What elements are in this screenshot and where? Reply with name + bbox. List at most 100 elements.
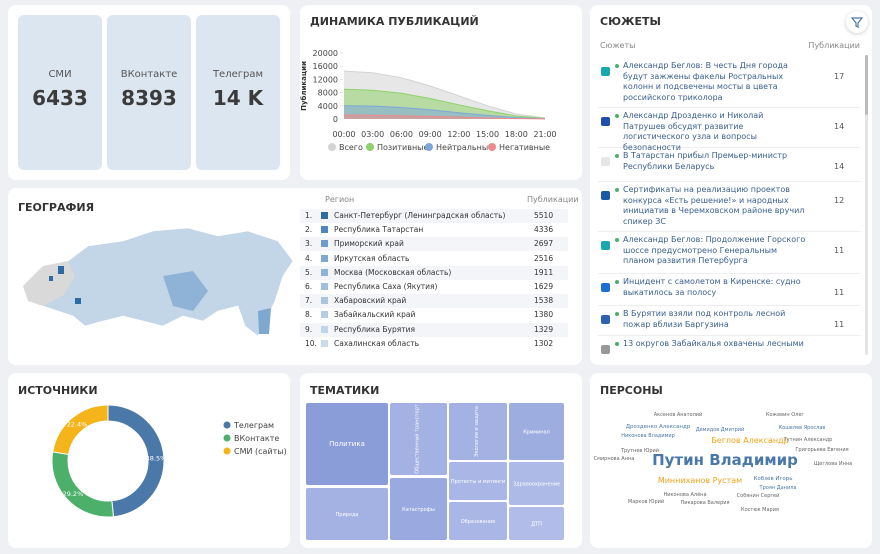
story-text: Александр Дрозденко и Николай Патрушев о… xyxy=(623,111,764,152)
region-count: 1538 xyxy=(534,296,554,306)
card-title: ТЕМАТИКИ xyxy=(310,384,380,397)
story-item[interactable]: Александр Беглов: В честь Дня города буд… xyxy=(598,61,860,108)
card-title: ГЕОГРАФИЯ xyxy=(18,201,95,214)
story-item[interactable]: В Бурятии взяли под контроль лесной пожа… xyxy=(598,309,860,336)
region-swatch xyxy=(321,240,328,248)
persons-card: ПЕРСОНЫ Путин Владимир Минниханов Рустам Б… xyxy=(590,373,872,548)
x-tick-label: 15:00 xyxy=(476,130,499,139)
table-row: 4. Иркутская область 2516 xyxy=(300,251,568,266)
topics-card: ТЕМАТИКИ Политика Природа Общественный тра… xyxy=(300,373,582,548)
person-name: Беглов Александр xyxy=(711,436,788,445)
line xyxy=(343,70,546,119)
story-text: В Бурятии взяли под контроль лесной пожа… xyxy=(623,309,786,329)
status-dot xyxy=(615,154,619,158)
status-dot xyxy=(615,188,619,192)
filter-button[interactable] xyxy=(846,11,868,33)
person-name: Смирнова Анна xyxy=(594,456,635,462)
region-swatch xyxy=(321,268,328,276)
story-item[interactable]: 13 округов Забайкалья охвачены лесными xyxy=(598,339,860,359)
rank: 8. xyxy=(305,310,313,320)
region-name: Республика Бурятия xyxy=(334,324,416,334)
region-name: Сахалинская область xyxy=(334,338,420,348)
region-swatch xyxy=(321,311,328,319)
x-tick-label: 12:00 xyxy=(447,130,470,139)
story-count: 17 xyxy=(834,72,845,81)
legend-swatch xyxy=(223,447,231,455)
stat-label: СМИ xyxy=(48,69,72,80)
treemap-label: Образование xyxy=(461,519,496,525)
column-header: Публикации xyxy=(527,195,579,204)
person-name: Григорьева Евгения xyxy=(795,447,848,453)
column-header: Регион xyxy=(325,195,355,204)
treemap-label: Криминал xyxy=(523,430,550,436)
treemap-label: ДТП xyxy=(531,522,542,528)
legend-label: Телеграм xyxy=(233,421,274,430)
y-tick-label: 4000 xyxy=(318,102,338,111)
treemap-cell xyxy=(449,462,507,500)
x-tick-label: 00:00 xyxy=(332,130,355,139)
y-tick-label: 8000 xyxy=(318,89,338,98)
rank: 9. xyxy=(305,324,313,334)
region-count: 1302 xyxy=(534,338,554,348)
region-swatch xyxy=(321,283,328,290)
region-count: 5510 xyxy=(534,211,554,220)
filter-icon xyxy=(850,17,864,28)
person-name: Дрозденко Александр xyxy=(626,424,691,430)
rank: 2. xyxy=(305,225,313,235)
area-chart: 0 4000 8000 12000 16000 20000 Публикации 00:00 0… xyxy=(300,49,557,152)
table-row: 1. Санкт-Петербург (Ленинградская область… xyxy=(300,209,568,223)
story-item[interactable]: В Татарстан прибыл Премьер-министр Респу… xyxy=(598,151,860,182)
legend-swatch xyxy=(488,143,496,151)
story-item[interactable]: Александр Беглов: Продолжение Горского ш… xyxy=(598,235,860,274)
map xyxy=(22,227,294,337)
x-tick-label: 03:00 xyxy=(361,130,384,139)
story-count: 14 xyxy=(834,162,845,171)
x-tick-label: 18:00 xyxy=(505,130,528,139)
region-name: Санкт-Петербург (Ленинградская область) xyxy=(334,211,506,220)
y-axis-label: Публикации xyxy=(300,61,308,111)
story-item[interactable]: Инцидент с самолетом в Киренске: судно в… xyxy=(598,277,860,306)
column-header: Сюжеты xyxy=(600,41,636,50)
person-name: Кошелев Ярослав xyxy=(779,425,826,431)
region-count: 1911 xyxy=(534,267,554,277)
region-count: 2516 xyxy=(534,253,554,263)
geography-card: ГЕОГРАФИЯ Регион Публикации 1. Санкт-Пете… xyxy=(8,188,582,365)
word-cloud: Путин Владимир Минниханов Рустам Беглов Ал… xyxy=(594,411,853,513)
table-row: 9. Республика Бурятия 1329 xyxy=(300,322,568,337)
region-name: Республика Саха (Якутия) xyxy=(334,282,438,291)
region-name: Иркутская область xyxy=(334,253,410,263)
card-title: ДИНАМИКА ПУБЛИКАЦИЙ xyxy=(310,15,479,28)
stat-tile: ВКонтакте 8393 xyxy=(107,15,191,170)
treemap-label: Катастрофы xyxy=(402,507,435,513)
person-name: Минниханов Рустам xyxy=(658,476,742,485)
value-label: 48.5% xyxy=(146,455,167,463)
stat-label: Телеграм xyxy=(212,69,264,80)
person-name: Кобзев Игорь xyxy=(753,476,792,482)
table-row: 10. Сахалинская область 1302 xyxy=(300,336,568,351)
treemap-label: Политика xyxy=(329,440,365,448)
person-name: Троян Данила xyxy=(759,485,797,491)
person-name: Трутнев Юрий xyxy=(620,447,659,454)
person-name: Тутнин Александр xyxy=(783,437,833,443)
stat-label: ВКонтакте xyxy=(120,69,178,80)
y-tick-label: 16000 xyxy=(313,62,338,71)
scrollbar[interactable] xyxy=(865,55,868,355)
person-name: Костюк Мария xyxy=(741,507,779,513)
region-table: 1. Санкт-Петербург (Ленинградская область… xyxy=(300,209,570,354)
story-count: 11 xyxy=(834,288,845,297)
treemap: Политика Природа Общественный транспорт Кат… xyxy=(306,403,564,540)
stat-value: 8393 xyxy=(121,86,177,110)
story-text: Инцидент с самолетом в Киренске: судно в… xyxy=(623,277,801,297)
story-item[interactable]: Александр Дрозденко и Николай Патрушев о… xyxy=(598,111,860,152)
story-item[interactable]: Сертификаты на реализацию проектов конку… xyxy=(598,185,860,232)
story-count: 11 xyxy=(834,320,845,329)
rank: 1. xyxy=(305,211,313,220)
table-row: 8. Забайкальский край 1380 xyxy=(300,308,568,323)
story-text: Сертификаты на реализацию проектов конку… xyxy=(623,185,805,226)
value-label: 29.2% xyxy=(63,490,84,498)
pie-slice xyxy=(52,404,109,456)
treemap-cell xyxy=(449,502,507,540)
stat-tile: СМИ 6433 xyxy=(18,15,102,170)
donut-chart: 48.5% Телеграм 29.2% ВКонтакте 22.4% СМИ (сай… xyxy=(51,404,287,518)
